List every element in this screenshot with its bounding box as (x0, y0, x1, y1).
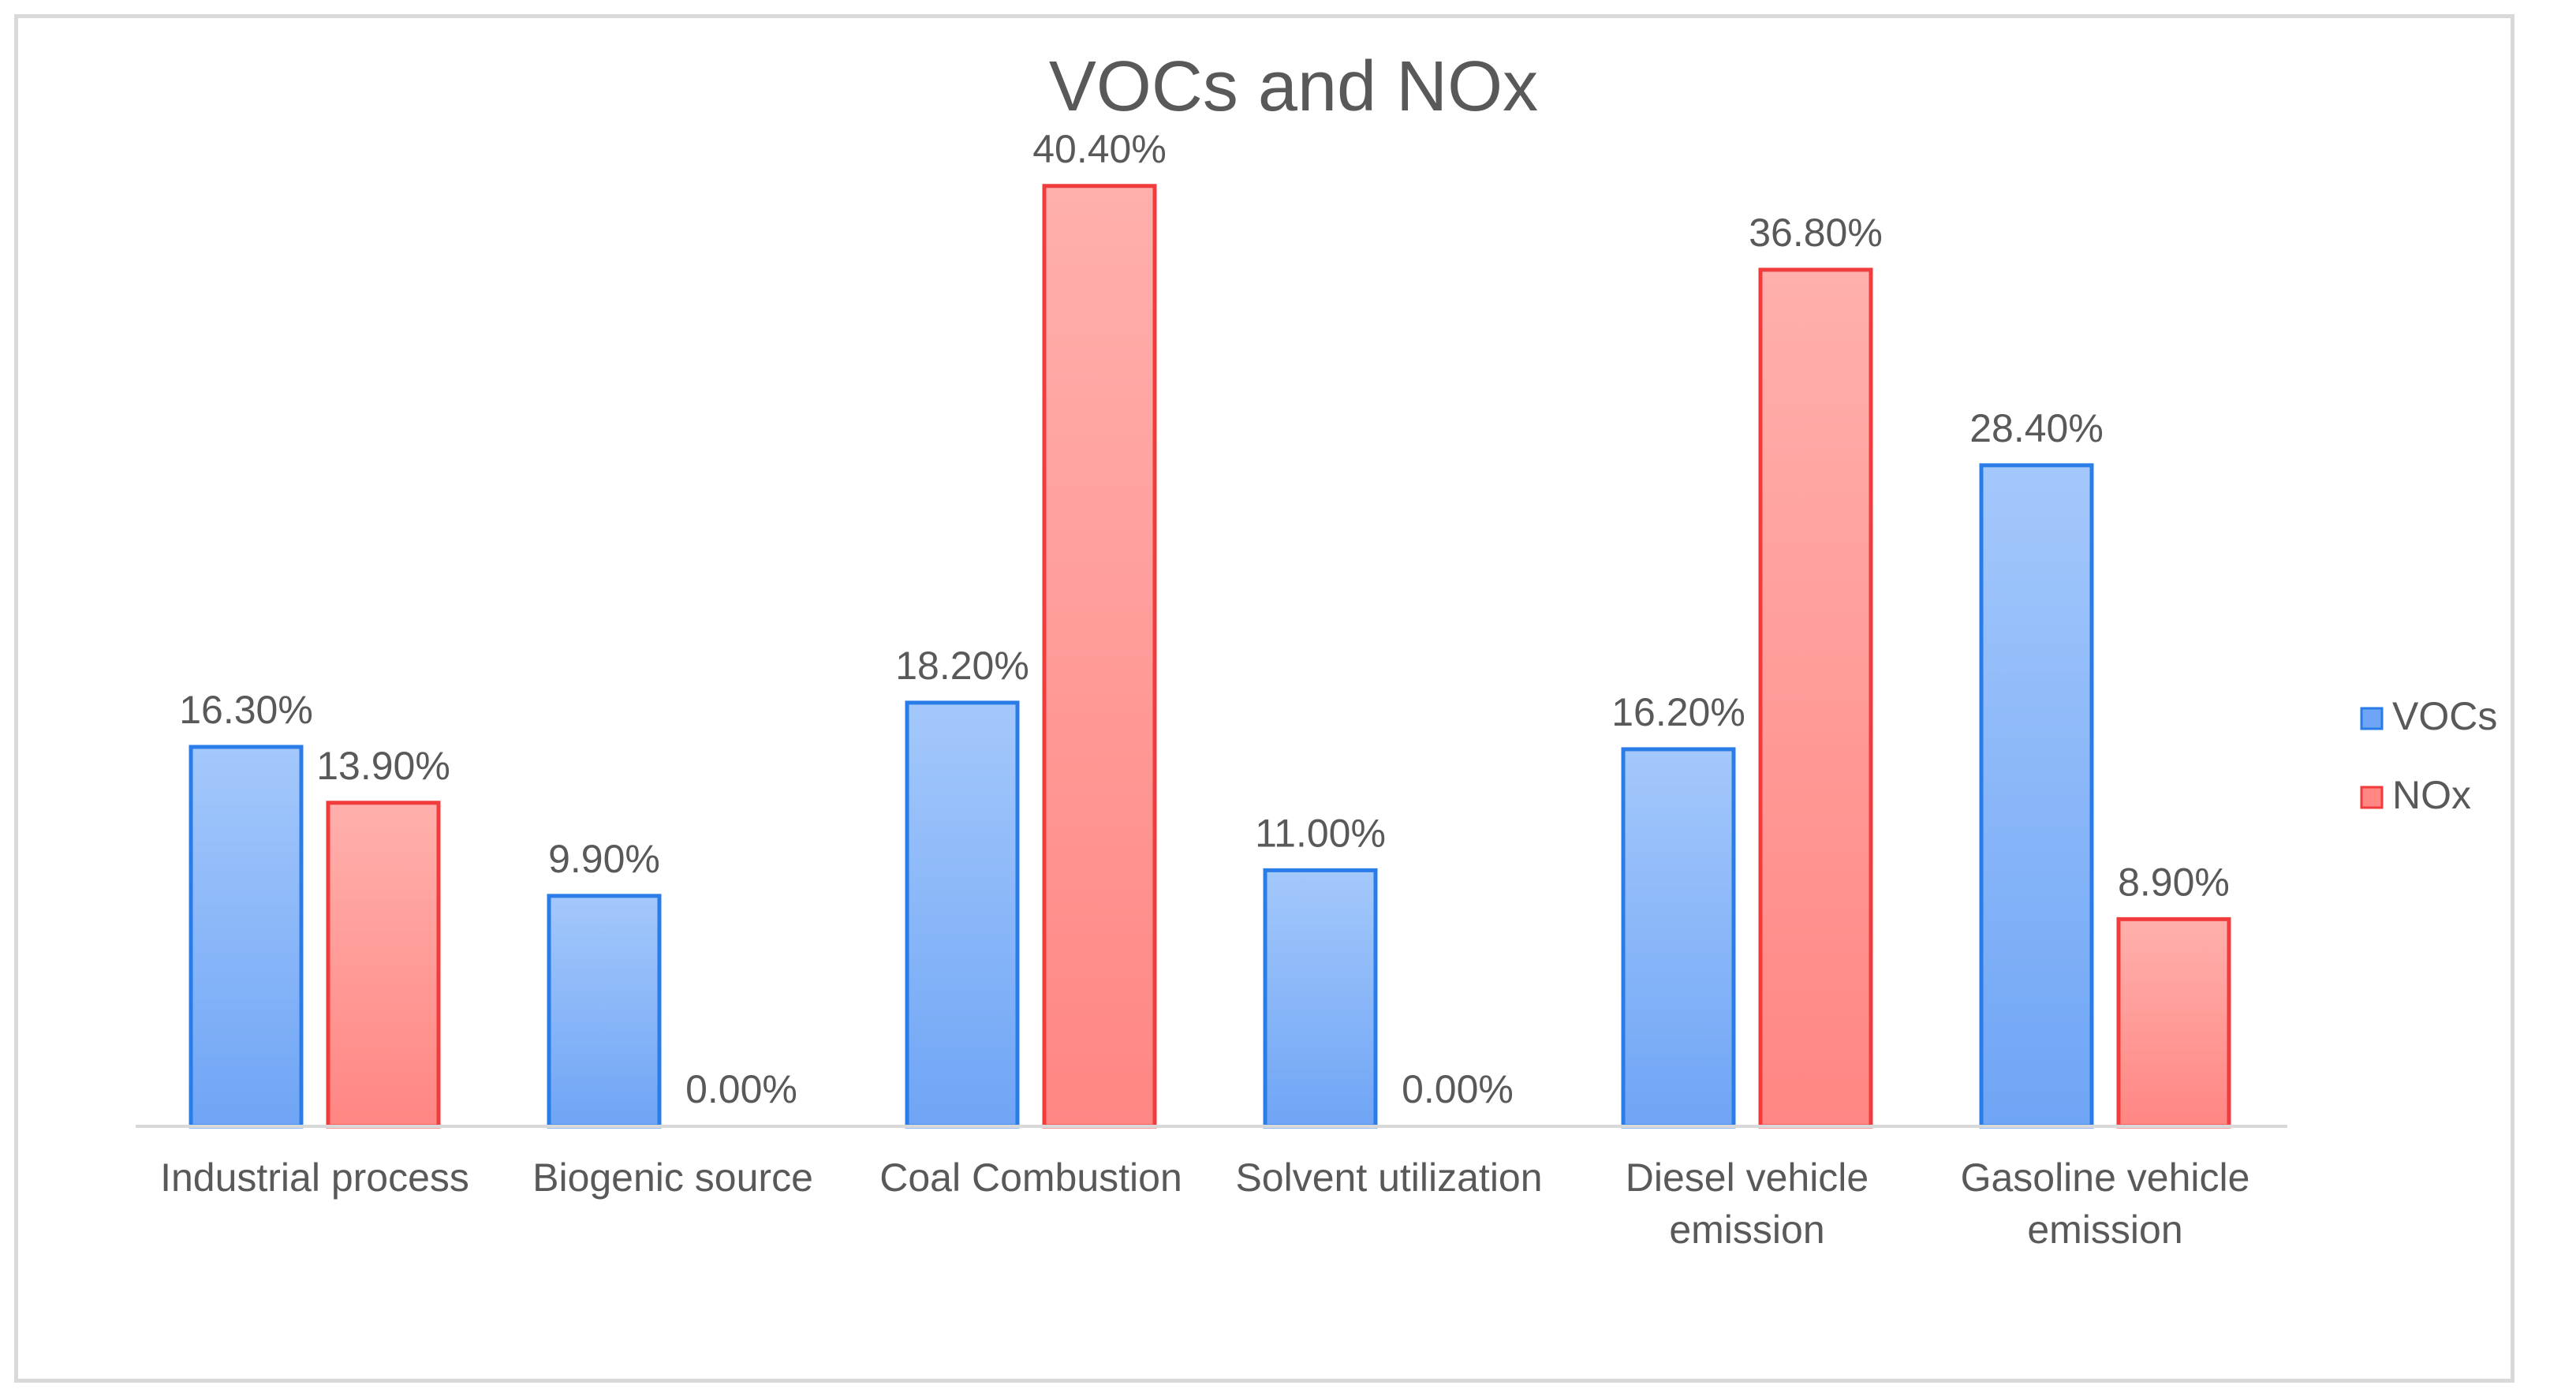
chart-frame (14, 14, 2514, 1383)
data-label-vocs-3: 11.00% (1255, 811, 1386, 855)
category-label-5: Gasoline vehicle emission (1961, 1155, 2250, 1252)
data-label-vocs-5: 28.40% (1969, 406, 2104, 450)
category-label-1: Biogenic source (532, 1155, 813, 1200)
data-label-vocs-0: 16.30% (179, 688, 313, 732)
bars-layer (189, 184, 2231, 1129)
data-label-nox-1: 0.00% (685, 1067, 797, 1111)
category-label-2: Coal Combustion (879, 1155, 1182, 1200)
data-label-vocs-1: 9.90% (548, 837, 660, 881)
data-label-vocs-2: 18.20% (895, 644, 1029, 688)
data-label-nox-3: 0.00% (1402, 1067, 1514, 1111)
bar-nox-0 (326, 801, 441, 1129)
data-label-nox-2: 40.40% (1032, 127, 1167, 171)
bar-vocs-2 (905, 700, 1020, 1129)
legend-swatch-vocs (2360, 707, 2384, 730)
bar-vocs-1 (547, 894, 662, 1129)
category-label-0: Industrial process (160, 1155, 469, 1200)
legend-swatch-nox (2360, 786, 2384, 809)
value-labels-layer: 16.30%13.90% 9.90% 0.00% 18.20% 40.40% 11.00%… (179, 127, 2230, 1111)
legend-label-vocs: VOCs (2392, 694, 2497, 738)
category-label-3: Solvent utilization (1235, 1155, 1542, 1200)
bar-vocs-0 (189, 745, 304, 1129)
bar-nox-4 (1758, 267, 1873, 1129)
bar-nox-2 (1042, 184, 1157, 1129)
data-label-nox-0: 13.90% (316, 744, 450, 788)
category-label-4: Diesel vehicle emission (1626, 1155, 1869, 1252)
data-label-nox-4: 36.80% (1749, 211, 1883, 255)
bar-vocs-4 (1621, 747, 1736, 1129)
legend-label-nox: NOx (2392, 773, 2471, 817)
data-label-nox-5: 8.90% (2118, 860, 2230, 904)
legend: VOCs NOx (2360, 694, 2497, 817)
category-labels-layer: Industrial process Biogenic source Coal Co… (160, 1155, 2249, 1252)
bar-vocs-3 (1263, 868, 1378, 1129)
data-label-vocs-4: 16.20% (1611, 690, 1745, 734)
bar-nox-5 (2116, 917, 2231, 1129)
chart-title: VOCs and NOx (1049, 47, 1538, 126)
bar-vocs-5 (1979, 463, 2094, 1129)
